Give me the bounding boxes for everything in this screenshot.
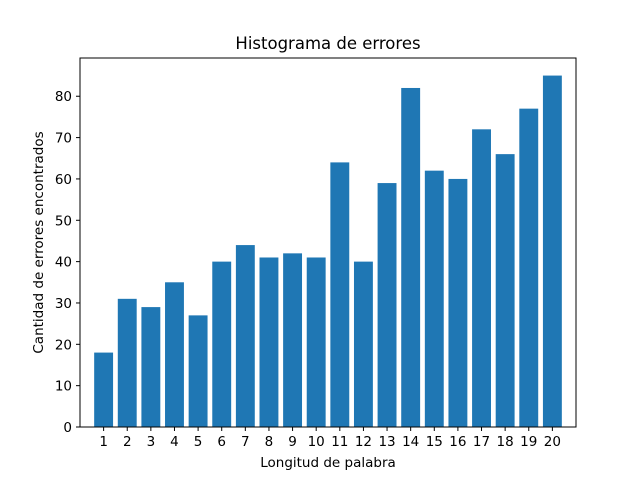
x-tick-label: 5 <box>194 434 203 450</box>
x-tick-label: 11 <box>331 434 348 450</box>
bar-13 <box>377 183 397 427</box>
x-tick-label: 4 <box>170 434 179 450</box>
bar-6 <box>212 261 232 427</box>
bar-4 <box>165 282 184 427</box>
bar-9 <box>283 253 303 427</box>
x-tick-label: 6 <box>217 434 226 450</box>
bar-19 <box>519 108 539 428</box>
x-tick-label: 1 <box>99 434 108 450</box>
y-axis-ticks: 0 10 20 30 40 50 60 70 80 <box>55 89 80 436</box>
x-tick-label: 16 <box>449 434 466 450</box>
y-tick-label: 0 <box>63 420 72 436</box>
x-tick-label: 10 <box>308 434 325 450</box>
bar-17 <box>472 129 491 427</box>
x-tick-label: 2 <box>123 434 132 450</box>
x-tick-label: 9 <box>288 434 297 450</box>
bar-12 <box>353 261 373 427</box>
x-tick-label: 14 <box>402 434 419 450</box>
bar-14 <box>401 87 421 427</box>
bar-3 <box>141 307 161 427</box>
bar-2 <box>117 298 137 427</box>
y-axis-label: Cantidad de errores encontrados <box>31 131 47 353</box>
bar-20 <box>542 75 562 427</box>
x-tick-label: 13 <box>378 434 395 450</box>
bar-18 <box>495 154 515 427</box>
bars-group <box>94 75 562 428</box>
x-tick-label: 15 <box>426 434 443 450</box>
x-tick-label: 3 <box>147 434 156 450</box>
x-tick-label: 7 <box>241 434 250 450</box>
y-tick-label: 20 <box>55 337 72 353</box>
bar-16 <box>448 178 468 427</box>
bar-8 <box>259 257 279 427</box>
y-tick-label: 30 <box>55 296 72 312</box>
x-tick-label: 20 <box>544 434 561 450</box>
bar-11 <box>330 162 350 427</box>
plot-frame <box>79 57 577 428</box>
x-axis-label: Longitud de palabra <box>260 455 396 471</box>
bar-5 <box>188 315 208 427</box>
y-tick-label: 60 <box>55 172 72 188</box>
x-axis-ticks: 1 2 3 4 5 6 7 8 9 10 11 12 13 14 15 16 17 18 19 20 <box>99 427 561 450</box>
bar-10 <box>306 257 326 427</box>
chart-title: Histograma de errores <box>235 34 420 53</box>
y-tick-label: 10 <box>55 379 72 395</box>
bar-1 <box>94 352 114 427</box>
y-tick-label: 50 <box>55 213 72 229</box>
y-tick-label: 70 <box>55 131 72 147</box>
x-tick-label: 17 <box>473 434 490 450</box>
x-tick-label: 8 <box>265 434 274 450</box>
bar-15 <box>424 170 444 427</box>
y-tick-label: 40 <box>55 255 72 271</box>
x-tick-label: 18 <box>497 434 514 450</box>
bar-7 <box>235 245 255 427</box>
x-tick-label: 19 <box>520 434 537 450</box>
x-tick-label: 12 <box>355 434 372 450</box>
y-tick-label: 80 <box>55 89 72 105</box>
